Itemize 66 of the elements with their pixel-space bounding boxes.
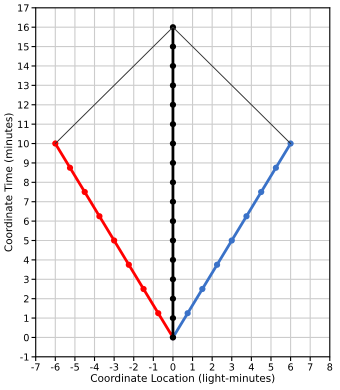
y-tick-label: 8 [24, 178, 29, 186]
y-tick-label: 16 [18, 24, 29, 32]
point [170, 218, 176, 224]
point [170, 198, 176, 205]
x-tick-label: 3 [229, 363, 234, 371]
x-tick-label: 2 [210, 363, 214, 370]
x-tick-label: 0 [170, 363, 176, 371]
x-tick-label: -5 [70, 363, 79, 371]
y-tick-label: 3 [24, 276, 29, 284]
point [184, 310, 191, 316]
point [199, 286, 206, 292]
point [170, 256, 176, 264]
point [170, 62, 176, 70]
x-tick-label: -2 [129, 363, 138, 370]
point [126, 262, 132, 268]
y-tick-label: 6 [24, 218, 29, 225]
point [96, 213, 103, 220]
y-tick-label: 1 [24, 314, 29, 322]
point [111, 237, 118, 244]
point [214, 262, 220, 268]
y-tick-label: -1 [20, 353, 29, 361]
y-tick-label: 5 [24, 237, 29, 244]
x-tick-label: 7 [308, 363, 312, 370]
x-tick-label: 4 [248, 363, 254, 370]
y-tick-label: 9 [24, 159, 29, 167]
x-tick-label: 1 [190, 363, 195, 370]
point [272, 164, 280, 171]
point [170, 102, 176, 108]
point [170, 314, 176, 322]
y-tick-label: 11 [18, 120, 29, 128]
x-tick-label: 6 [288, 363, 294, 371]
point [170, 121, 176, 128]
x-tick-label: -7 [31, 363, 40, 370]
y-tick-label: 2 [24, 295, 28, 302]
x-axis-title: Coordinate Location (light-minutes) [90, 374, 274, 384]
point [140, 286, 147, 292]
point [170, 140, 176, 147]
point [258, 188, 264, 196]
point [170, 82, 176, 88]
x-tick-label: -3 [110, 363, 118, 371]
x-tick-label: 5 [268, 363, 274, 371]
y-tick-label: 7 [24, 198, 29, 206]
x-tick-label: 8 [327, 363, 332, 371]
point [66, 164, 74, 171]
y-tick-label: 15 [18, 43, 29, 50]
y-tick-label: 14 [18, 62, 29, 70]
point [170, 296, 176, 302]
x-tick-label: -1 [148, 363, 158, 370]
point [243, 213, 250, 220]
x-tick-label: -6 [50, 363, 60, 371]
x-tick-label: -4 [90, 363, 99, 370]
point [155, 310, 162, 316]
y-tick-label: 13 [18, 82, 29, 90]
point [228, 237, 235, 244]
point [170, 276, 176, 282]
y-tick-label: 4 [24, 256, 29, 264]
point [170, 237, 176, 244]
point [170, 160, 176, 166]
point [170, 179, 176, 186]
y-tick-label: 12 [18, 101, 28, 108]
y-tick-label: 0 [24, 334, 29, 342]
y-tick-label: 17 [18, 4, 29, 12]
y-axis-title: Coordinate Time (minutes) [4, 113, 14, 252]
point [82, 188, 88, 196]
y-tick-label: 10 [18, 140, 29, 148]
point [170, 43, 176, 50]
